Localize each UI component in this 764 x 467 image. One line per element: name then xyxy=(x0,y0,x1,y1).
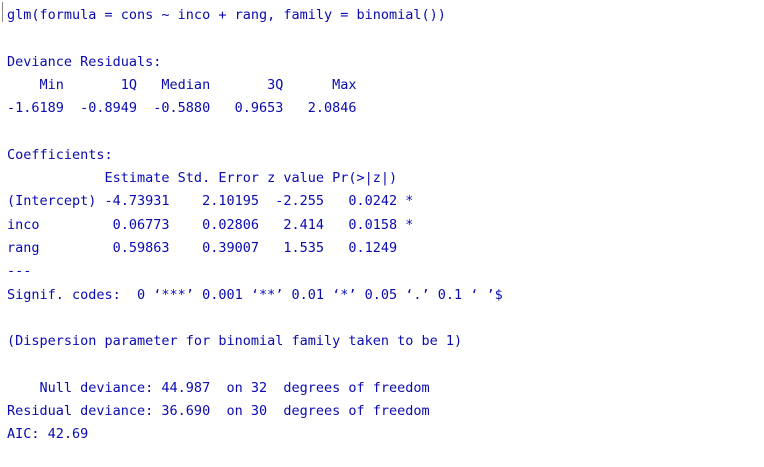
coefficients-header-row: Estimate Std. Error z value Pr(>|z|) xyxy=(7,170,398,187)
residuals-header-row: Min 1Q Median 3Q Max xyxy=(7,76,357,93)
separator-line: --- xyxy=(7,263,32,280)
blank-line xyxy=(7,27,764,50)
deviance-residuals-heading: Deviance Residuals: xyxy=(7,53,162,70)
blank-line xyxy=(7,353,764,376)
coefficient-row-intercept: (Intercept) -4.73931 2.10195 -2.255 0.02… xyxy=(7,193,414,210)
coefficients-heading: Coefficients: xyxy=(7,146,113,163)
null-deviance-line: Null deviance: 44.987 on 32 degrees of f… xyxy=(7,379,430,396)
signif-codes-line: Signif. codes: 0 ‘***’ 0.001 ‘**’ 0.01 ‘… xyxy=(7,286,503,303)
residual-deviance-line: Residual deviance: 36.690 on 30 degrees … xyxy=(7,403,430,420)
blank-line xyxy=(7,120,764,143)
residuals-values-row: -1.6189 -0.8949 -0.5880 0.9653 2.0846 xyxy=(7,100,357,117)
text-cursor xyxy=(2,2,3,22)
blank-line xyxy=(7,307,764,330)
call-line: glm(formula = cons ~ inco + rang, family… xyxy=(7,7,446,23)
coefficient-row-rang: rang 0.59863 0.39007 1.535 0.1249 xyxy=(7,239,398,256)
aic-line: AIC: 42.69 xyxy=(7,426,89,443)
dispersion-line: (Dispersion parameter for binomial famil… xyxy=(7,333,463,350)
coefficient-row-inco: inco 0.06773 0.02806 2.414 0.0158 * xyxy=(7,216,414,233)
